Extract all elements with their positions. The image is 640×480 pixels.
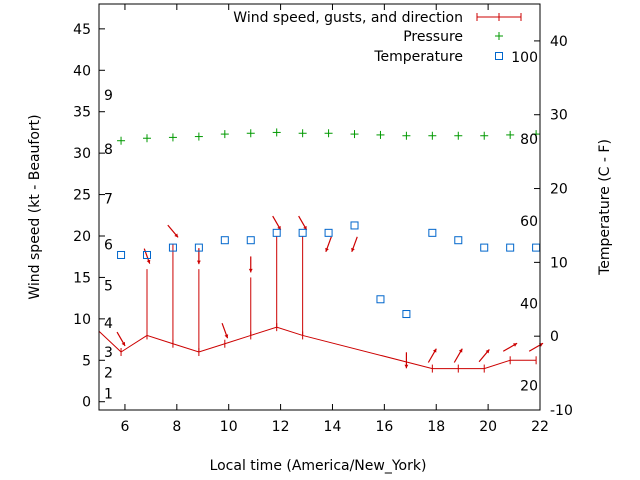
beaufort-label: 7 xyxy=(104,192,113,208)
wind-arrow-head xyxy=(196,260,201,265)
y-tick-label: 40 xyxy=(73,63,91,79)
temperature-point xyxy=(168,243,177,252)
fahrenheit-label: 80 xyxy=(520,132,538,148)
x-tick-label: 8 xyxy=(172,419,181,435)
beaufort-label: 9 xyxy=(104,88,113,104)
wind-arrow-head xyxy=(485,349,490,354)
wind-arrow-head xyxy=(432,348,437,353)
wind-arrow-head xyxy=(248,268,253,273)
legend-label-temperature: Temperature xyxy=(373,49,463,65)
wind-arrow-head xyxy=(458,348,463,353)
x-tick-label: 18 xyxy=(427,419,445,435)
wind-arrow-head xyxy=(325,247,329,252)
x-tick-label: 16 xyxy=(375,419,393,435)
beaufort-label: 6 xyxy=(104,237,113,253)
y-tick-label: 10 xyxy=(73,312,91,328)
temperature-point xyxy=(532,243,541,252)
temperature-point xyxy=(194,243,203,252)
temperature-point xyxy=(298,228,307,237)
beaufort-label: 2 xyxy=(104,366,113,382)
y2-axis-title: Temperature (C - F) xyxy=(597,139,613,276)
x-tick-label: 6 xyxy=(120,419,129,435)
temperature-point xyxy=(324,228,333,237)
fahrenheit-label: 100 xyxy=(511,50,538,66)
y2-tick-label: 40 xyxy=(550,34,568,50)
wind-arrow-head xyxy=(146,259,151,264)
beaufort-label: 1 xyxy=(104,386,113,402)
temperature-point xyxy=(376,295,385,304)
x-tick-label: 12 xyxy=(272,419,290,435)
legend: Wind speed, gusts, and direction Pressur… xyxy=(233,10,522,65)
fahrenheit-label: 60 xyxy=(520,214,538,230)
fahrenheit-label: 40 xyxy=(520,297,538,313)
y2-tick-label: 20 xyxy=(550,182,568,198)
y-tick-label: 5 xyxy=(82,353,91,369)
y-tick-label: 20 xyxy=(73,229,91,245)
temperature-point xyxy=(272,228,281,237)
beaufort-label: 3 xyxy=(104,345,113,361)
temperature-point xyxy=(428,228,437,237)
wind-arrow-head xyxy=(224,334,229,339)
y-tick-label: 15 xyxy=(73,270,91,286)
y2-tick-label: 10 xyxy=(550,255,568,271)
temperature-point xyxy=(142,250,151,259)
temperature-point xyxy=(220,236,229,245)
temperature-point xyxy=(350,221,359,230)
wind-arrow-head xyxy=(513,343,518,347)
temperature-point xyxy=(402,310,411,319)
wind-arrow-head xyxy=(404,364,409,369)
temperature-point xyxy=(480,243,489,252)
y2-tick-label: 30 xyxy=(550,108,568,124)
x-tick-label: 10 xyxy=(220,419,238,435)
beaufort-label: 4 xyxy=(104,316,113,332)
y-axis-title: Wind speed (kt - Beaufort) xyxy=(27,114,43,299)
axes-layer: 6 8 10 12 14 16 18 20 22051015202530354045-10010… xyxy=(73,4,573,435)
wind-arrow-head xyxy=(121,341,126,346)
temperature-point xyxy=(246,236,255,245)
wind-speed-line xyxy=(98,326,537,370)
temperature-point xyxy=(506,243,515,252)
legend-sample-temperature xyxy=(495,52,503,60)
x-tick-label: 20 xyxy=(479,419,497,435)
fahrenheit-label: 20 xyxy=(520,379,538,395)
y2-tick-label: -10 xyxy=(550,403,573,419)
x-tick-label: 14 xyxy=(324,419,342,435)
y-tick-label: 0 xyxy=(82,395,91,411)
beaufort-label: 8 xyxy=(104,142,113,158)
legend-label-pressure: Pressure xyxy=(403,29,463,45)
legend-label-wind: Wind speed, gusts, and direction xyxy=(233,10,463,26)
series-layer xyxy=(98,128,544,373)
temperature-point xyxy=(454,236,463,245)
x-tick-label: 22 xyxy=(531,419,549,435)
y-tick-label: 35 xyxy=(73,105,91,121)
beaufort-label: 5 xyxy=(104,279,113,295)
y-tick-label: 25 xyxy=(73,188,91,204)
wind-arrow-head xyxy=(174,233,179,238)
x-axis-title: Local time (America/New_York) xyxy=(210,458,427,474)
plot-frame xyxy=(98,3,541,411)
wind-arrow-head xyxy=(351,247,355,252)
temperature-point xyxy=(117,250,126,259)
y2-tick-label: 0 xyxy=(550,329,559,345)
y-tick-label: 45 xyxy=(73,22,91,38)
y-tick-label: 30 xyxy=(73,146,91,162)
